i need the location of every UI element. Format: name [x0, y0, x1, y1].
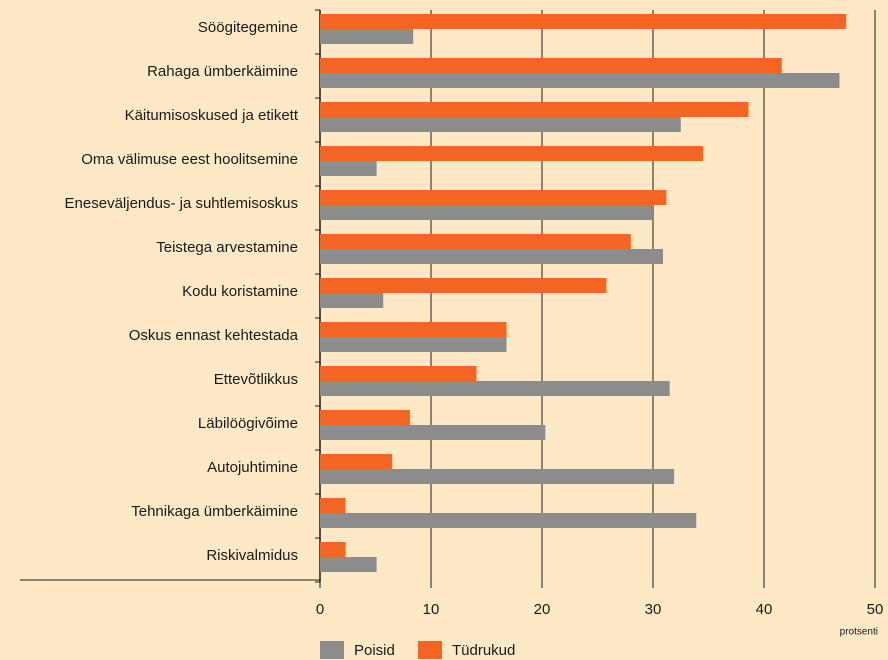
y-tick-label: Riskivalmidus — [206, 547, 298, 564]
x-tick-label: 50 — [867, 601, 884, 618]
x-tick-label: 0 — [316, 601, 324, 618]
y-tick-label: Ettevõtlikkus — [214, 371, 298, 388]
x-tick-label: 20 — [534, 601, 551, 618]
bar — [320, 557, 377, 572]
bar — [320, 234, 631, 249]
y-tick-label: Oma välimuse eest hoolitsemine — [81, 151, 298, 168]
y-tick-label: Autojuhtimine — [207, 459, 298, 476]
bar — [320, 425, 546, 440]
x-tick-label: 40 — [756, 601, 773, 618]
y-tick-label: Kodu koristamine — [182, 283, 298, 300]
bar — [320, 190, 667, 205]
legend-swatch — [320, 641, 344, 659]
bar — [320, 381, 670, 396]
y-tick-label: Teistega arvestamine — [156, 239, 298, 256]
x-tick-label: 10 — [423, 601, 440, 618]
bar — [320, 278, 607, 293]
bar — [320, 58, 782, 73]
y-tick-label: Söögitegemine — [198, 19, 298, 36]
bar — [320, 102, 749, 117]
y-tick-label: Läbilöögivõime — [198, 415, 298, 432]
bar — [320, 293, 384, 308]
bar — [320, 249, 663, 264]
bar — [320, 498, 346, 513]
bar — [320, 454, 393, 469]
y-tick-label: Tehnikaga ümberkäimine — [131, 503, 298, 520]
bar — [320, 161, 377, 176]
bar — [320, 14, 847, 29]
bar — [320, 366, 477, 381]
bar — [320, 205, 653, 220]
y-tick-label: Eneseväljendus- ja suhtlemisoskus — [65, 195, 298, 212]
y-tick-label: Oskus ennast kehtestada — [129, 327, 299, 344]
legend-label: Poisid — [354, 642, 395, 659]
x-axis-label: protsenti — [840, 627, 878, 638]
bar — [320, 542, 346, 557]
bar — [320, 322, 507, 337]
bar — [320, 337, 507, 352]
bar — [320, 513, 697, 528]
bar — [320, 29, 414, 44]
legend-swatch — [418, 641, 442, 659]
y-tick-label: Rahaga ümberkäimine — [147, 63, 298, 80]
legend-label: Tüdrukud — [452, 642, 515, 659]
bar — [320, 146, 703, 161]
bar — [320, 469, 675, 484]
bar — [320, 117, 681, 132]
x-tick-label: 30 — [645, 601, 662, 618]
bar — [320, 410, 410, 425]
bar — [320, 73, 840, 88]
y-tick-label: Käitumisoskused ja etikett — [125, 107, 299, 124]
